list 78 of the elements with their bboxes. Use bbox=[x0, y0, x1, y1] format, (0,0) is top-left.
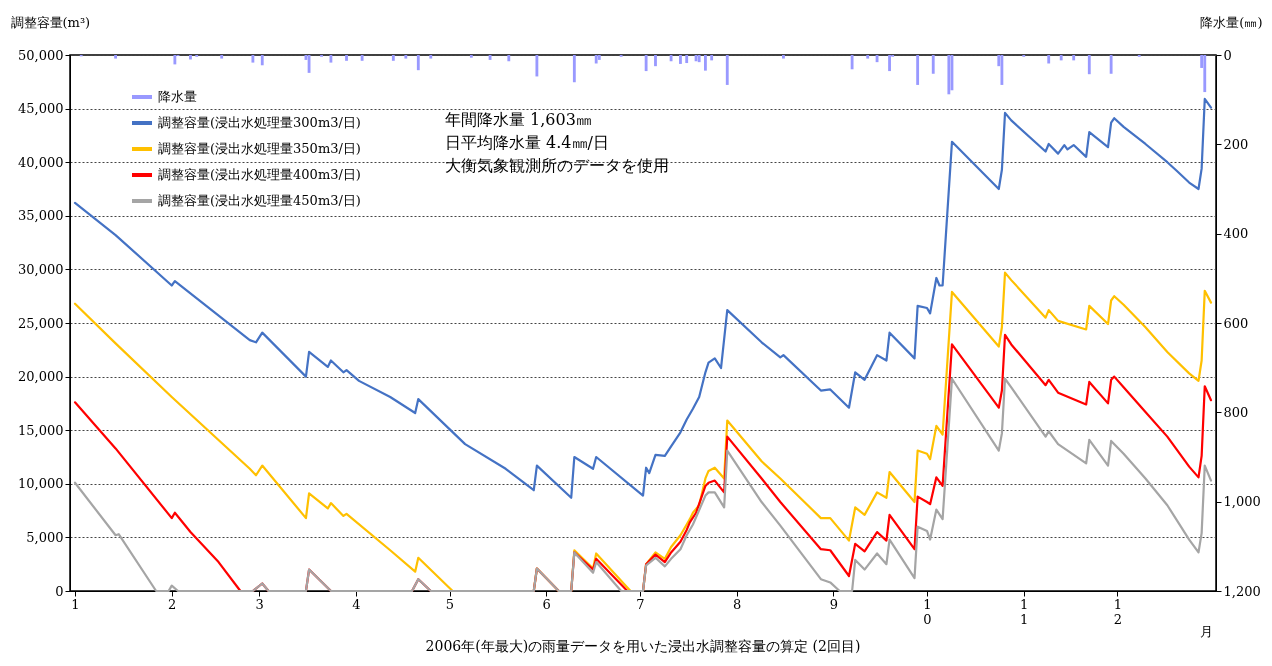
bar bbox=[931, 55, 935, 74]
bar bbox=[329, 55, 333, 63]
bar bbox=[704, 55, 707, 71]
bar bbox=[535, 55, 539, 77]
bar bbox=[429, 55, 433, 59]
legend-label: 調整容量(浸出水処理量300m3/日) bbox=[158, 115, 361, 130]
x-tick-label: 12 bbox=[1113, 596, 1123, 627]
x-tick-label: 4 bbox=[352, 596, 361, 612]
y-tick-label: 45,000 bbox=[18, 101, 64, 117]
y2-tick-label: 1,000 bbox=[1223, 494, 1261, 510]
annotation: 大衡気象観測所のデータを使用 bbox=[445, 156, 669, 175]
bar bbox=[260, 55, 264, 66]
bar bbox=[391, 55, 395, 61]
legend-label: 調整容量(浸出水処理量400m3/日) bbox=[158, 167, 361, 182]
y2-axis-title: 降水量(㎜) bbox=[1200, 14, 1263, 30]
bar bbox=[947, 55, 951, 95]
bar bbox=[1059, 55, 1063, 61]
y-tick-label: 35,000 bbox=[18, 208, 64, 224]
x-tick-label: 6 bbox=[542, 596, 551, 612]
bar bbox=[916, 55, 920, 85]
y-axis-title: 調整容量(m³) bbox=[10, 14, 91, 30]
bar bbox=[469, 55, 473, 58]
bar bbox=[1047, 55, 1051, 64]
x-tick-label: 3 bbox=[255, 596, 264, 612]
x-tick-label: 9 bbox=[829, 596, 839, 612]
x-tick-label: 5 bbox=[445, 596, 455, 612]
y-tick-label: 20,000 bbox=[18, 369, 64, 385]
bar bbox=[507, 55, 511, 62]
y-tick-label: 25,000 bbox=[18, 315, 64, 331]
bar bbox=[1109, 55, 1113, 74]
x-tick-label: 2 bbox=[168, 596, 177, 612]
bar bbox=[1072, 55, 1076, 61]
bar bbox=[725, 55, 729, 85]
y-tick-label: 40,000 bbox=[18, 154, 64, 170]
annotation: 年間降水量 1,603㎜ bbox=[445, 110, 592, 129]
x-tick-label: 11 bbox=[1020, 596, 1029, 627]
y-tick-label: 5,000 bbox=[26, 529, 64, 545]
x-tick-label: 1 bbox=[71, 596, 80, 612]
y-tick-label: 10,000 bbox=[18, 476, 64, 492]
bar bbox=[654, 55, 657, 67]
y2-tick-label: 800 bbox=[1223, 404, 1249, 420]
bar bbox=[416, 55, 420, 71]
bar bbox=[572, 55, 576, 83]
bar bbox=[594, 55, 598, 64]
bar bbox=[685, 55, 689, 64]
bar bbox=[1203, 55, 1207, 93]
y-tick-label: 50,000 bbox=[18, 47, 64, 63]
bar bbox=[1000, 55, 1004, 85]
bar bbox=[360, 55, 364, 61]
bar bbox=[866, 55, 870, 59]
legend-label: 調整容量(浸出水処理量450m3/日) bbox=[158, 193, 361, 208]
bar bbox=[710, 55, 714, 61]
x-axis-title: 月 bbox=[1199, 623, 1213, 639]
bar bbox=[679, 55, 682, 64]
y-tick-label: 30,000 bbox=[18, 261, 64, 277]
bar bbox=[404, 55, 408, 59]
bar bbox=[888, 55, 891, 72]
y2-tick-label: 200 bbox=[1223, 136, 1249, 152]
bar bbox=[644, 55, 648, 72]
bar bbox=[669, 55, 673, 62]
y2-tick-label: 1,200 bbox=[1223, 583, 1261, 599]
y-tick-label: 15,000 bbox=[18, 422, 64, 438]
y-tick-label: 0 bbox=[55, 583, 64, 599]
bar bbox=[850, 55, 854, 70]
y2-tick-label: 400 bbox=[1223, 226, 1249, 242]
y2-tick-label: 0 bbox=[1223, 47, 1232, 63]
annotation: 日平均降水量 4.4㎜/日 bbox=[445, 133, 609, 152]
legend-label: 調整容量(浸出水処理量350m3/日) bbox=[158, 141, 361, 156]
text: 2006年(年最大)の雨量データを用いた浸出水調整容量の算定 (2回目) bbox=[425, 638, 861, 654]
legend-label: 降水量 bbox=[158, 89, 197, 104]
x-tick-label: 7 bbox=[636, 596, 645, 612]
bar bbox=[345, 55, 348, 61]
bar bbox=[1087, 55, 1091, 75]
x-tick-label: 8 bbox=[732, 596, 742, 612]
bar bbox=[597, 55, 601, 60]
x-tick-label: 10 bbox=[923, 596, 932, 627]
y2-tick-label: 600 bbox=[1223, 315, 1249, 331]
bar bbox=[782, 55, 785, 59]
